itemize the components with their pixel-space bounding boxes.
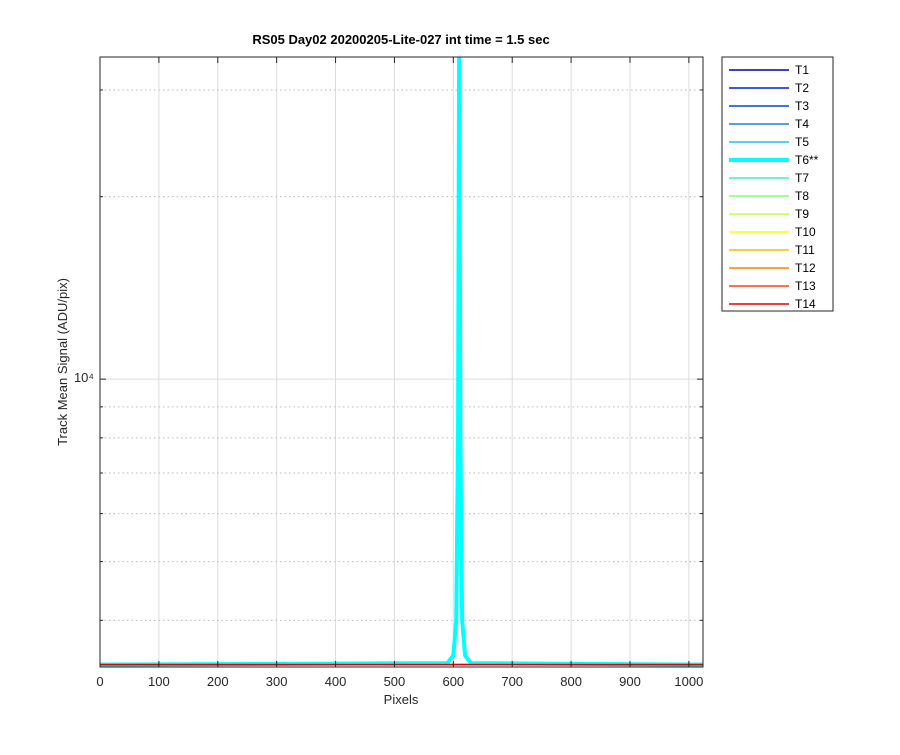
legend-label: T8 bbox=[795, 189, 809, 203]
x-tick-label: 500 bbox=[384, 674, 406, 689]
series-line bbox=[100, 57, 703, 667]
axes: 0 100 200 300 400 500 600 700 800 900 1000 10⁴ bbox=[74, 57, 703, 689]
legend-label: T5 bbox=[795, 135, 809, 149]
legend-label: T11 bbox=[795, 243, 815, 257]
x-axis-label: Pixels bbox=[384, 692, 419, 707]
x-tick-label: 400 bbox=[325, 674, 347, 689]
chart-title: RS05 Day02 20200205-Lite-027 int time = … bbox=[252, 32, 549, 47]
legend-label: T6** bbox=[795, 153, 819, 167]
x-tick-label: 900 bbox=[619, 674, 641, 689]
legend-label: T2 bbox=[795, 81, 809, 95]
y-tick-label: 10⁴ bbox=[74, 370, 94, 385]
legend-label: T9 bbox=[795, 207, 809, 221]
x-tick-label: 700 bbox=[501, 674, 523, 689]
x-tick-label: 600 bbox=[442, 674, 464, 689]
legend: T1 T2 T3 T4 T5 T6** T7 T8 T9 T10 T11 T12 T13 T14 bbox=[729, 63, 819, 311]
y-axis-label: Track Mean Signal (ADU/pix) bbox=[55, 278, 70, 446]
axes-box bbox=[99, 56, 704, 668]
x-tick-label: 100 bbox=[148, 674, 170, 689]
grid bbox=[99, 57, 703, 667]
x-tick-label: 1000 bbox=[674, 674, 703, 689]
plot-area bbox=[100, 57, 703, 667]
x-tick-label: 800 bbox=[560, 674, 582, 689]
legend-label: T14 bbox=[795, 297, 816, 311]
x-tick-label: 300 bbox=[266, 674, 288, 689]
legend-label: T12 bbox=[795, 261, 816, 275]
legend-box bbox=[721, 56, 834, 312]
legend-label: T1 bbox=[795, 63, 809, 77]
legend-label: T4 bbox=[795, 117, 809, 131]
x-tick-label: 200 bbox=[207, 674, 229, 689]
legend-label: T13 bbox=[795, 279, 816, 293]
legend-label: T7 bbox=[795, 171, 809, 185]
legend-label: T3 bbox=[795, 99, 809, 113]
x-tick-label: 0 bbox=[96, 674, 103, 689]
lines bbox=[100, 57, 703, 667]
legend-label: T10 bbox=[795, 225, 816, 239]
